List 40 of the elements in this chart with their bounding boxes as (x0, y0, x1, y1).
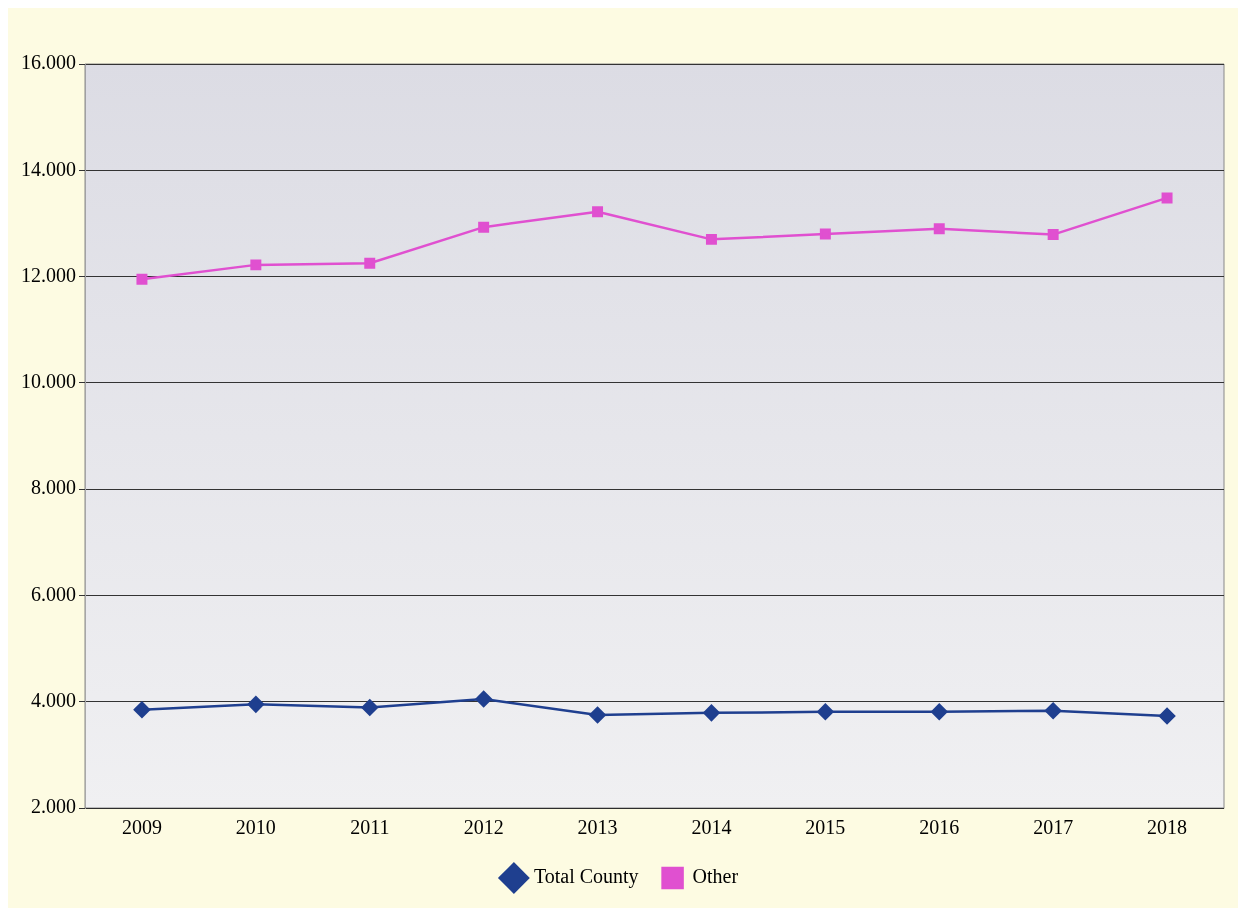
x-tick-label: 2010 (235, 816, 276, 839)
point (475, 690, 492, 708)
x-tick-label: 2014 (691, 816, 732, 839)
point (1044, 702, 1062, 719)
x-tick-label: 2012 (463, 816, 504, 839)
point (1161, 192, 1173, 204)
point (250, 259, 262, 271)
point (592, 206, 604, 218)
y-tick-label: 16.000 (21, 51, 76, 74)
y-tick-label: 4.000 (31, 688, 76, 711)
point (361, 699, 378, 716)
x-tick-label: 2016 (919, 816, 960, 839)
x-tick-label: 2017 (1033, 816, 1074, 839)
point (819, 228, 831, 240)
point (133, 701, 151, 718)
y-tick-label: 10.000 (21, 370, 76, 393)
point (705, 233, 717, 245)
x-tick-label: 2018 (1147, 816, 1188, 839)
point (817, 703, 834, 721)
point (589, 706, 606, 724)
legend-label: Other (692, 865, 739, 888)
point (364, 257, 376, 269)
y-tick-label: 2.000 (31, 795, 76, 818)
point (703, 704, 720, 722)
point (1047, 229, 1059, 241)
y-tick-label: 12.000 (21, 263, 76, 286)
point (1158, 707, 1176, 725)
x-tick-label: 2009 (121, 816, 162, 839)
y-tick-label: 14.000 (21, 157, 76, 180)
x-tick-label: 2013 (577, 816, 618, 839)
point (931, 703, 948, 721)
y-tick-label: 8.000 (31, 476, 76, 499)
x-tick-label: 2011 (350, 816, 390, 839)
x-tick-label: 2015 (805, 816, 846, 839)
point (136, 273, 148, 285)
point (247, 696, 265, 713)
point (933, 223, 945, 235)
point (478, 221, 490, 233)
y-tick-label: 6.000 (31, 582, 76, 605)
legend-label: Total County (533, 865, 639, 889)
